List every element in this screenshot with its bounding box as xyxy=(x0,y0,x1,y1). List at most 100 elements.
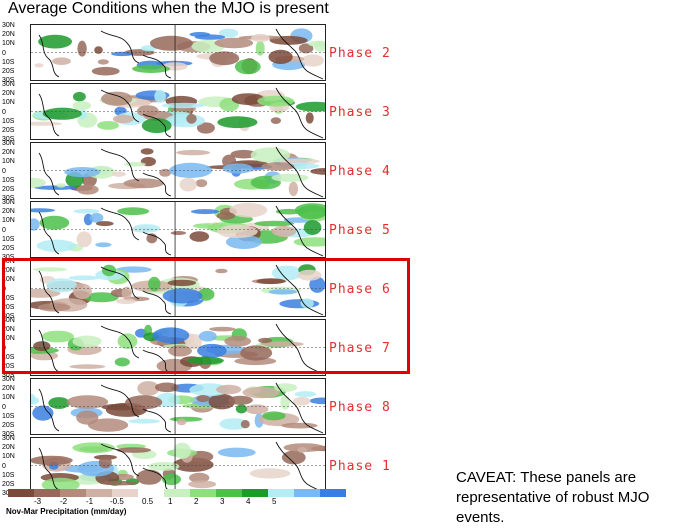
caveat-note: CAVEAT: These panels are representative … xyxy=(456,469,650,526)
precip-anomaly xyxy=(258,337,273,344)
precip-anomaly xyxy=(31,218,40,231)
precip-anomaly xyxy=(39,215,70,230)
precip-anomaly xyxy=(187,356,224,365)
color-bar-tick: 3 xyxy=(220,497,225,506)
precip-anomaly xyxy=(198,330,217,342)
map-panel xyxy=(30,83,326,140)
precip-anomaly xyxy=(33,341,51,351)
phase-label: Phase 1 xyxy=(329,459,391,474)
color-bar-tick: 0.5 xyxy=(142,497,154,506)
latitude-label: 10S xyxy=(2,58,15,66)
precip-anomaly xyxy=(271,173,309,182)
latitude-label: 10N xyxy=(2,99,15,107)
latitude-label: 20S xyxy=(2,480,15,488)
precip-anomaly xyxy=(149,35,193,51)
map-panel xyxy=(30,201,326,258)
precip-anomaly xyxy=(197,288,215,301)
precip-anomaly xyxy=(34,63,44,68)
latitude-label: 30N xyxy=(2,376,15,383)
precip-anomaly xyxy=(257,95,295,107)
precip-anomaly xyxy=(111,171,126,177)
precip-anomaly xyxy=(190,209,220,215)
latitude-label: 30S xyxy=(2,431,15,438)
precip-anomaly xyxy=(42,107,82,120)
precip-anomaly xyxy=(168,345,192,357)
precip-anomaly xyxy=(179,177,197,192)
latitude-label: 20N xyxy=(2,149,15,157)
precip-anomaly xyxy=(34,185,78,190)
latitude-label: 30N xyxy=(2,140,15,147)
latitude-label: 0 xyxy=(2,108,6,116)
map-panel xyxy=(30,260,326,317)
precip-anomaly xyxy=(255,40,265,56)
precip-anomaly xyxy=(41,330,74,343)
precip-anomaly xyxy=(76,231,92,248)
precip-anomaly xyxy=(96,221,114,227)
latitude-label: 30S xyxy=(2,77,15,84)
latitude-label: 30N xyxy=(2,81,15,88)
precip-anomaly xyxy=(234,357,277,366)
precip-anomaly xyxy=(132,224,161,233)
precipitation-map xyxy=(31,438,325,493)
precip-anomaly xyxy=(48,397,70,409)
precip-anomaly xyxy=(36,239,77,252)
precip-anomaly xyxy=(111,51,134,57)
precip-anomaly xyxy=(123,178,165,189)
precip-anomaly xyxy=(268,49,293,64)
precip-anomaly xyxy=(219,418,249,430)
precip-anomaly xyxy=(101,91,133,106)
precip-anomaly xyxy=(97,59,109,65)
precip-anomaly xyxy=(162,288,203,304)
precip-anomaly xyxy=(301,54,324,67)
precip-anomaly xyxy=(271,265,303,281)
precip-anomaly xyxy=(249,468,291,479)
precip-anomaly xyxy=(314,40,325,52)
coastline xyxy=(38,28,324,80)
precip-anomaly xyxy=(32,405,54,421)
precipitation-map xyxy=(31,84,325,139)
map-panel xyxy=(30,437,326,494)
precip-anomaly xyxy=(140,148,154,155)
latitude-label: 20N xyxy=(2,385,15,393)
latitude-label: 0 xyxy=(2,49,6,57)
latitude-label: 0 xyxy=(2,226,6,234)
color-bar-segment xyxy=(320,489,346,497)
precip-anomaly xyxy=(41,477,80,492)
precip-anomaly xyxy=(194,34,226,40)
precip-anomaly xyxy=(274,383,298,392)
precip-anomaly xyxy=(293,237,325,247)
precip-anomaly xyxy=(234,59,261,75)
precip-anomaly xyxy=(73,208,100,214)
precip-anomaly xyxy=(214,37,254,49)
precip-anomaly xyxy=(76,410,99,425)
precip-anomaly xyxy=(176,149,211,156)
precip-anomaly xyxy=(256,278,286,285)
precip-anomaly xyxy=(121,286,132,300)
coastline xyxy=(38,382,324,434)
precipitation-map xyxy=(31,143,325,198)
latitude-label: 30N xyxy=(2,435,15,442)
mjo-phase-panels: 30N 20N 10N 0 10S 20S 30S Phase 2 30N 20N 10N 0 10S 2… xyxy=(0,20,390,497)
precip-anomaly xyxy=(294,391,317,398)
latitude-label: 10S xyxy=(2,412,15,420)
latitude-label: 30N xyxy=(2,22,15,29)
precip-anomaly xyxy=(254,220,294,227)
precip-anomaly xyxy=(208,393,236,410)
precip-anomaly xyxy=(31,393,36,404)
map-panel xyxy=(30,319,326,376)
precip-anomaly xyxy=(242,386,280,399)
precip-anomaly xyxy=(112,114,134,124)
precipitation-map xyxy=(31,261,325,316)
latitude-label: 30N xyxy=(2,317,15,324)
latitude-label: 10S xyxy=(2,117,15,125)
precip-anomaly xyxy=(72,442,115,454)
latitude-label: 10N xyxy=(2,453,15,461)
precipitation-map xyxy=(31,202,325,257)
precip-anomaly xyxy=(56,183,66,188)
precip-anomaly xyxy=(230,149,257,159)
color-bar-segment xyxy=(216,489,242,497)
color-bar-segment xyxy=(8,489,34,497)
color-bar-tick: 2 xyxy=(194,497,199,506)
precip-anomaly xyxy=(280,395,290,410)
latitude-label: 20N xyxy=(2,326,15,334)
